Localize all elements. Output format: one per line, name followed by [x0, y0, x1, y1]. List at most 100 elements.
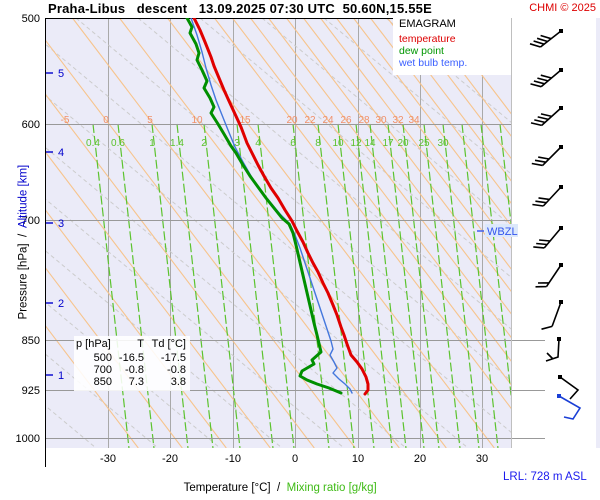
altitude-tick-label: 4	[58, 147, 64, 159]
mixing-ratio-label: 10	[332, 138, 344, 149]
wind-barb	[557, 394, 582, 420]
mixing-ratio-line	[387, 123, 425, 448]
mixing-ratio-label: 1	[149, 138, 155, 149]
adiabat-label: 26	[340, 115, 352, 126]
wind-barb-shaft	[531, 146, 562, 167]
dry-adiabat-line	[232, 18, 512, 387]
wind-barb-shaft	[545, 338, 560, 362]
wind-barb	[541, 300, 563, 330]
dew-point-curve	[185, 18, 343, 395]
wind-barb	[532, 185, 563, 207]
table-row: 850 7.3 3.8	[76, 376, 186, 388]
adiabat-label: 15	[239, 115, 251, 126]
dry-adiabat-line	[320, 18, 512, 271]
wind-barb-dot	[559, 300, 563, 304]
temperature-tick-label: -10	[225, 453, 241, 465]
adiabat-label: 28	[358, 115, 370, 126]
wind-barb	[533, 226, 563, 249]
wind-barb-dot	[557, 394, 561, 398]
wind-barb	[545, 337, 561, 362]
wind-barb-shaft	[541, 301, 562, 330]
legend-item-wet-bulb: wet bulb temp.	[399, 57, 468, 69]
altitude-tick-label: 3	[58, 218, 64, 230]
temperature-tick-labels: -30 -20 -10 0 10 20 30	[100, 453, 488, 465]
wind-barb-dot	[558, 375, 562, 379]
pressure-tick-label: 500	[22, 13, 40, 25]
table-cell: 3.8	[170, 376, 186, 388]
table-cell: 850	[93, 376, 112, 388]
wind-barb-shaft	[533, 227, 562, 249]
wind-barbs	[529, 29, 582, 420]
plot-lines-layer	[45, 18, 512, 448]
dry-adiabat-line	[421, 18, 512, 139]
mixing-ratio-label: 1.4	[170, 138, 184, 149]
dry-adiabat-line	[303, 18, 512, 294]
legend: EMAGRAM temperature dew point wet bulb t…	[393, 15, 511, 75]
mixing-ratio-label: 25	[418, 138, 430, 149]
table-row: 700 -0.8 -0.8	[76, 364, 186, 376]
dry-adiabat-line	[214, 18, 512, 411]
mixing-ratio-label: 30	[437, 138, 449, 149]
dry-adiabat-line	[268, 18, 512, 340]
mixing-ratio-line	[92, 123, 130, 448]
dry-adiabat-line	[167, 18, 495, 448]
wind-barb-shaft	[530, 107, 562, 127]
adiabat-label: 5	[147, 115, 153, 126]
adiabat-label: -5	[61, 115, 70, 126]
pressure-tick-label: 700	[22, 215, 40, 227]
wind-barb-shaft	[530, 69, 562, 88]
wind-barb	[530, 68, 563, 88]
dry-adiabat-line	[438, 18, 512, 116]
dry-adiabat-line	[250, 18, 512, 364]
dry-adiabat-line	[353, 18, 512, 228]
table-cell: 7.3	[128, 376, 144, 388]
sounding-table: p [hPa] T Td [°C] 500 -16.5 -17.5 700 -0.8 -0.8 8…	[74, 336, 190, 391]
mixing-ratio-lines	[92, 123, 512, 448]
table-cell: -17.5	[160, 352, 186, 364]
wind-barb-dot	[559, 145, 563, 149]
wind-barb-shaft	[532, 186, 562, 207]
adiabat-labels: -5 0 5 10 15 20 22 24 26 28 30 32 34	[61, 115, 420, 126]
wind-barb-dot	[559, 185, 563, 189]
table-cell: -0.8	[125, 364, 144, 376]
table-cell: T	[137, 338, 144, 350]
page-title: Praha-Libus descent 13.09.2025 07:30 UTC…	[48, 1, 432, 16]
mixing-ratio-line	[442, 123, 480, 448]
mixing-ratio-line	[369, 123, 407, 448]
mixing-ratio-label: 20	[397, 138, 409, 149]
wind-barb-dot	[557, 337, 561, 341]
mixing-ratio-label: 0.4	[86, 138, 100, 149]
dry-adiabat-line	[404, 18, 512, 161]
adiabat-label: 22	[304, 115, 316, 126]
wind-barb-dot	[559, 29, 563, 33]
mixing-ratio-line	[355, 123, 393, 448]
adiabat-label: 34	[408, 115, 420, 126]
x-axis-caption-mixing: Mixing ratio [g/kg]	[286, 482, 377, 494]
altitude-tick-label: 1	[58, 370, 64, 382]
table-cell: 700	[93, 364, 112, 376]
mixing-ratio-label: 6	[290, 138, 296, 149]
wind-barb-shaft	[559, 376, 580, 400]
wind-barb	[530, 106, 563, 127]
y-axis-caption-separator: /	[17, 228, 30, 244]
wbzl-label: WBZL	[487, 226, 518, 238]
adiabat-label: 10	[191, 115, 203, 126]
mixing-ratio-label: 8	[315, 138, 321, 149]
wind-barb	[531, 145, 563, 167]
altitude-ticks: 5 4 3 2 1	[46, 68, 64, 382]
wind-barb	[535, 263, 563, 288]
mixing-ratio-line	[203, 123, 241, 448]
temperature-tick-label: -30	[100, 453, 116, 465]
mixing-ratio-line	[117, 123, 155, 448]
legend-item-temperature: temperature	[399, 33, 456, 45]
wind-barb-dot	[559, 263, 563, 267]
y-axis-caption-altitude: Altitude [km]	[17, 164, 30, 229]
mixing-ratio-label: 4	[255, 138, 261, 149]
x-axis-caption-separator: /	[270, 482, 287, 494]
pressure-tick-labels: 500 600 700 850 925 1000	[16, 13, 40, 445]
dry-adiabat-line	[387, 18, 512, 183]
mixing-ratio-label: 17	[382, 138, 394, 149]
wind-barb-shaft	[535, 264, 562, 288]
table-row: 500 -16.5 -17.5	[76, 352, 186, 364]
